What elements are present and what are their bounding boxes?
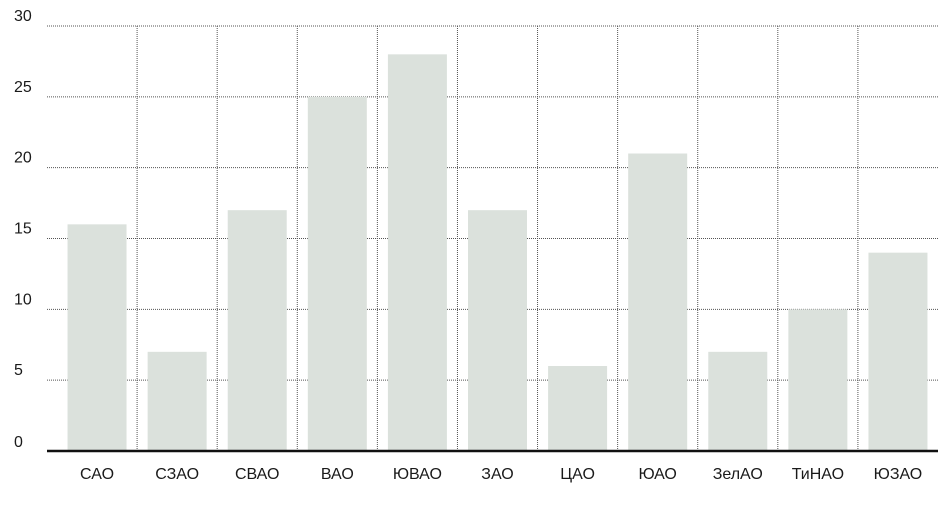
- bar: [387, 54, 447, 451]
- x-tick-label: САО: [80, 466, 114, 483]
- x-tick-label: ЗАО: [481, 466, 513, 483]
- y-tick-labels: 0 5 10 15 20 25 30: [14, 8, 32, 451]
- x-tick-label: ЮВАО: [393, 466, 442, 483]
- y-tick-label: 20: [14, 150, 32, 167]
- y-tick-label: 10: [14, 291, 32, 308]
- bar: [147, 351, 207, 451]
- bar: [67, 224, 127, 451]
- y-tick-label: 30: [14, 8, 32, 25]
- y-tick-label: 15: [14, 221, 32, 238]
- x-tick-label: СВАО: [235, 466, 279, 483]
- y-tick-label: 25: [14, 79, 32, 96]
- bar: [628, 153, 688, 451]
- x-tick-label: СЗАО: [155, 466, 199, 483]
- x-tick-label: ЗелАО: [713, 466, 763, 483]
- bar: [708, 351, 768, 451]
- bars-layer: [67, 54, 928, 451]
- bar: [788, 309, 848, 451]
- bar: [548, 366, 608, 451]
- x-tick-label: ЦАО: [560, 466, 595, 483]
- bar: [468, 210, 527, 451]
- y-tick-label: 5: [14, 362, 23, 379]
- y-tick-label: 0: [14, 434, 23, 451]
- bar: [307, 96, 367, 451]
- x-tick-label: ВАО: [321, 466, 354, 483]
- x-tick-label: ЮЗАО: [874, 466, 923, 483]
- x-tick-label: ЮАО: [638, 466, 676, 483]
- bar: [227, 210, 287, 451]
- x-tick-labels: САО СЗАО СВАО ВАО ЮВАО ЗАО ЦАО ЮАО ЗелАО ТиНАО ЮЗА…: [80, 466, 922, 483]
- x-tick-label: ТиНАО: [792, 466, 844, 483]
- bar: [868, 252, 928, 451]
